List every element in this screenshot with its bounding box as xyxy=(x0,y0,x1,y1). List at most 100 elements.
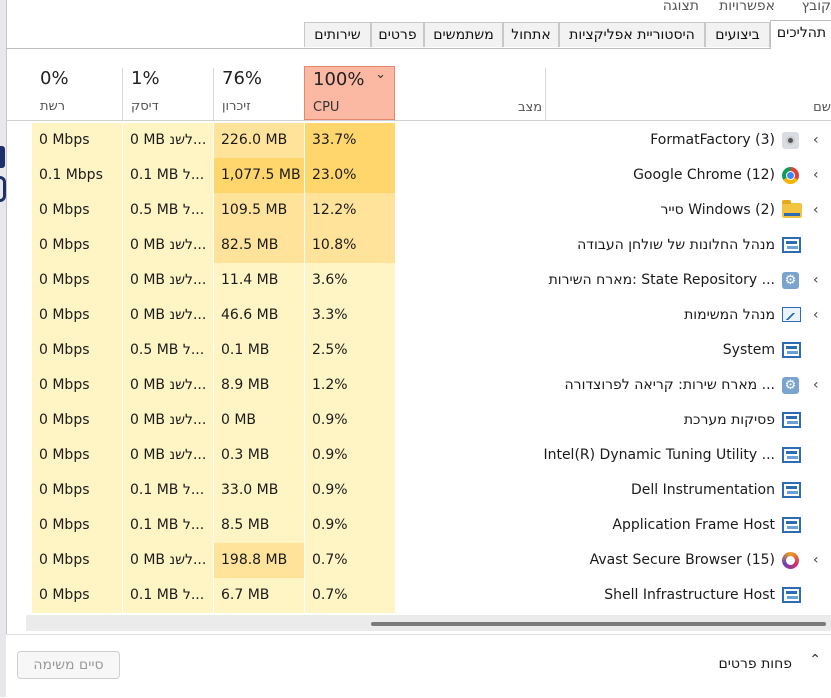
window-icon xyxy=(782,237,801,254)
horizontal-scrollbar-thumb[interactable] xyxy=(371,622,826,626)
formatfactory-icon xyxy=(782,132,801,149)
network-cell: 0 Mbps xyxy=(32,543,122,578)
process-row[interactable]: 0 Mbps 0 MB לשנ... 226.0 MB 33.7% ‹ FormatFac… xyxy=(32,123,831,158)
end-task-button[interactable]: סיים משימה xyxy=(17,651,120,679)
column-cpu[interactable]: 100% CPU ⌄ xyxy=(304,66,395,120)
cpu-cell: 3.6% xyxy=(305,263,395,298)
collapse-chevron-icon[interactable]: ⌃ xyxy=(809,652,821,668)
disk-cell: 0 MB לשנ... xyxy=(123,298,213,333)
process-name-cell: ‹ מנהל המשימות xyxy=(401,298,831,333)
background-window-glyph xyxy=(0,146,6,206)
cpu-cell: 0.7% xyxy=(305,543,395,578)
tab-services[interactable]: שירותים xyxy=(304,22,371,47)
process-row[interactable]: 0 Mbps 0 MB לשנ... 0 MB 0.9% פסיקות מערכת xyxy=(32,403,831,438)
column-memory[interactable]: 76% זיכרון xyxy=(214,66,304,120)
memory-label: זיכרון xyxy=(222,99,251,114)
expand-chevron-icon[interactable]: ‹ xyxy=(813,307,819,323)
cpu-label: CPU xyxy=(313,100,340,115)
process-row[interactable]: 0 Mbps 0 MB לשנ... 82.5 MB 10.8% מנהל החלונו… xyxy=(32,228,831,263)
process-row[interactable]: 0 Mbps 0.1 MB ל... 6.7 MB 0.7% Shell Infrast… xyxy=(32,578,831,613)
disk-cell: 0 MB לשנ... xyxy=(123,438,213,473)
window-icon xyxy=(782,342,801,359)
tab-app-history[interactable]: היסטוריית אפליקציות xyxy=(559,22,705,47)
memory-cell: 33.0 MB xyxy=(214,473,304,508)
expand-chevron-icon[interactable]: ‹ xyxy=(813,552,819,568)
network-cell: 0 Mbps xyxy=(32,123,122,158)
network-cell: 0 Mbps xyxy=(32,508,122,543)
memory-cell: 8.9 MB xyxy=(214,368,304,403)
process-name: Shell Infrastructure Host xyxy=(604,587,775,603)
process-name-cell: Intel(R) Dynamic Tuning Utility ... xyxy=(401,438,831,473)
menu-view[interactable]: תצוגה xyxy=(662,0,699,14)
process-row[interactable]: 0 Mbps 0 MB לשנ... 46.6 MB 3.3% ‹ מנהל המשימו… xyxy=(32,298,831,333)
expand-chevron-icon[interactable]: ‹ xyxy=(813,377,819,393)
window-icon xyxy=(782,447,801,464)
expand-chevron-icon[interactable]: ‹ xyxy=(813,132,819,148)
network-cell: 0 Mbps xyxy=(32,578,122,613)
fewer-details-link[interactable]: פחות פרטים xyxy=(718,656,793,672)
network-cell: 0 Mbps xyxy=(32,228,122,263)
process-name-cell: ‹ FormatFactory (3) xyxy=(401,123,831,158)
task-manager-icon xyxy=(782,307,801,324)
tab-startup[interactable]: אתחול xyxy=(503,22,559,47)
process-name-cell: ‹ Avast Secure Browser (15) xyxy=(401,543,831,578)
cpu-cell: 3.3% xyxy=(305,298,395,333)
tab-performance[interactable]: ביצועים xyxy=(705,22,770,47)
memory-cell: 0.1 MB xyxy=(214,333,304,368)
window-icon xyxy=(782,412,801,429)
process-row[interactable]: 0 Mbps 0.1 MB ל... 33.0 MB 0.9% Dell Instrum… xyxy=(32,473,831,508)
network-cell: 0 Mbps xyxy=(32,333,122,368)
network-cell: 0 Mbps xyxy=(32,473,122,508)
process-row[interactable]: 0 Mbps 0 MB לשנ... 198.8 MB 0.7% ‹ Avast Secu… xyxy=(32,543,831,578)
tab-users[interactable]: משתמשים xyxy=(424,22,503,47)
network-cell: 0 Mbps xyxy=(32,263,122,298)
menu-options[interactable]: אפשרויות xyxy=(719,0,775,14)
process-row[interactable]: 0 Mbps 0 MB לשנ... 0.3 MB 0.9% Intel(R) Dyna… xyxy=(32,438,831,473)
gear-icon: ⚙ xyxy=(782,272,801,289)
network-cell: 0 Mbps xyxy=(32,403,122,438)
column-disk[interactable]: 1% דיסק xyxy=(123,66,213,120)
tab-details[interactable]: פרטים xyxy=(371,22,424,47)
process-row[interactable]: 0 Mbps 0.5 MB ל... 109.5 MB 12.2% ‹ סייר Wind… xyxy=(32,193,831,228)
process-row[interactable]: 0.1 Mbps 0.1 MB ל... 1,077.5 MB 23.0% ‹ Googl… xyxy=(32,158,831,193)
disk-cell: 0 MB לשנ... xyxy=(123,123,213,158)
cpu-cell: 1.2% xyxy=(305,368,395,403)
expand-chevron-icon[interactable]: ‹ xyxy=(813,272,819,288)
avast-icon xyxy=(782,552,801,569)
expand-chevron-icon[interactable]: ‹ xyxy=(813,202,819,218)
disk-label: דיסק xyxy=(131,99,159,114)
process-name: Google Chrome (12) xyxy=(633,167,775,183)
window-icon xyxy=(782,517,801,534)
disk-cell: 0.5 MB ל... xyxy=(123,193,213,228)
process-name: מארח שירות: קריאה לפרוצדורה ... xyxy=(564,377,775,393)
process-name: System xyxy=(722,342,775,358)
process-name-cell: ‹ ⚙ מארח שירות: קריאה לפרוצדורה ... xyxy=(401,368,831,403)
expand-chevron-icon[interactable]: ‹ xyxy=(813,167,819,183)
process-name-cell: System xyxy=(401,333,831,368)
column-name[interactable]: שם xyxy=(813,100,831,115)
cpu-cell: 0.9% xyxy=(305,403,395,438)
process-name: Intel(R) Dynamic Tuning Utility ... xyxy=(543,447,775,463)
process-name: FormatFactory (3) xyxy=(650,132,775,148)
disk-cell: 0.1 MB ל... xyxy=(123,508,213,543)
footer-bar xyxy=(6,634,831,698)
tab-processes[interactable]: תהליכים xyxy=(770,20,831,49)
disk-total: 1% xyxy=(131,68,160,89)
process-row[interactable]: 0 Mbps 0 MB לשנ... 8.9 MB 1.2% ‹ ⚙ מארח שירות:… xyxy=(32,368,831,403)
process-row[interactable]: 0 Mbps 0.1 MB ל... 8.5 MB 0.9% Application F… xyxy=(32,508,831,543)
column-network[interactable]: 0% רשת xyxy=(32,66,122,120)
process-row[interactable]: 0 Mbps 0 MB לשנ... 11.4 MB 3.6% ‹ ⚙ מארח השירו… xyxy=(32,263,831,298)
process-table: 0 Mbps 0 MB לשנ... 226.0 MB 33.7% ‹ FormatFac… xyxy=(32,123,831,613)
process-row[interactable]: 0 Mbps 0.5 MB ל... 0.1 MB 2.5% System xyxy=(32,333,831,368)
cpu-cell: 0.9% xyxy=(305,473,395,508)
network-cell: 0.1 Mbps xyxy=(32,158,122,193)
cpu-cell: 33.7% xyxy=(305,123,395,158)
menu-file[interactable]: קובץ xyxy=(801,0,831,14)
column-status[interactable]: מצב xyxy=(518,100,543,115)
network-cell: 0 Mbps xyxy=(32,438,122,473)
process-name: מארח השירות: State Repository ... xyxy=(548,272,775,288)
network-total: 0% xyxy=(40,68,69,89)
cpu-cell: 0.9% xyxy=(305,438,395,473)
network-cell: 0 Mbps xyxy=(32,368,122,403)
process-name-cell: Shell Infrastructure Host xyxy=(401,578,831,613)
